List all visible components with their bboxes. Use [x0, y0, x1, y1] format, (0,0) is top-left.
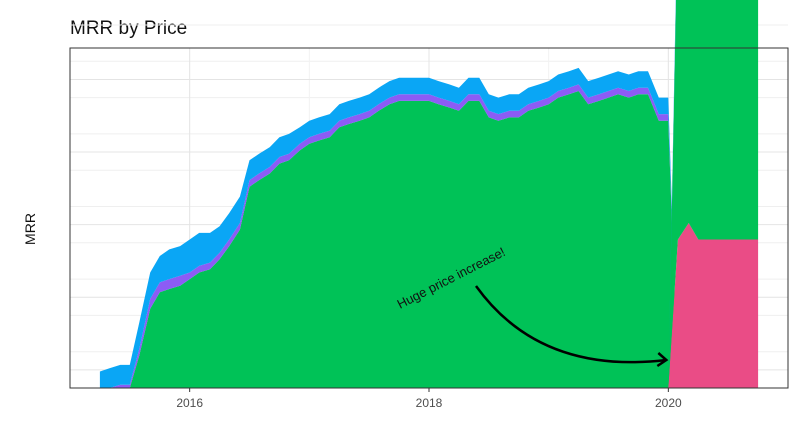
post-area-3 — [668, 0, 676, 388]
chart-title: MRR by Price — [70, 18, 188, 39]
plot-border — [69, 47, 789, 389]
x-axis-ticks: 2016 2018 2020 — [176, 388, 682, 410]
annotation-arrow — [474, 285, 667, 364]
post-area-0 — [668, 223, 759, 388]
post-area-2 — [668, 0, 676, 388]
annotation-arrowhead — [656, 352, 669, 368]
stacked-areas — [99, 0, 759, 389]
pre-area-2 — [99, 84, 759, 389]
x-tick-label: 2020 — [655, 396, 682, 410]
x-tick-label: 2016 — [176, 396, 203, 410]
pre-area-1 — [99, 91, 759, 388]
x-tick-label: 2018 — [416, 396, 443, 410]
pre-area-3 — [99, 67, 759, 389]
post-area-1 — [668, 0, 759, 388]
